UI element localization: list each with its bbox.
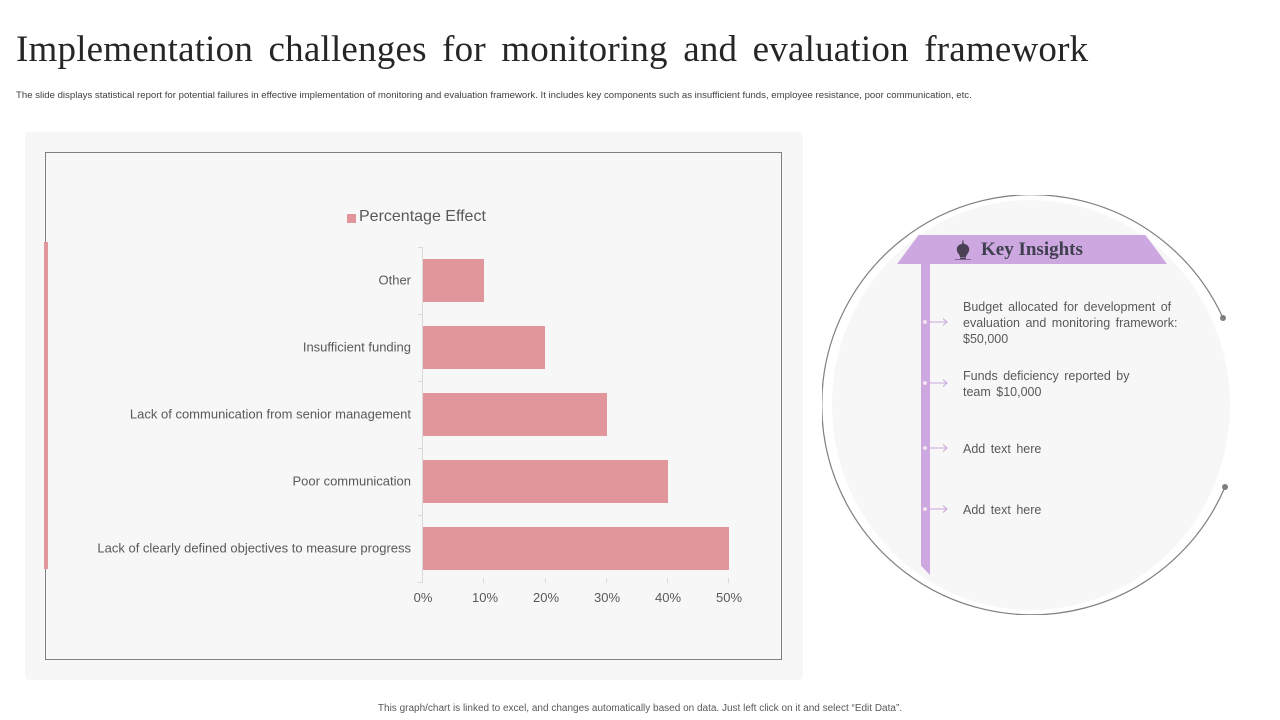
y-axis <box>422 247 423 583</box>
insights-title: Key Insights <box>981 239 1083 260</box>
insight-item: Add text here <box>922 503 1041 517</box>
insights-circle <box>832 200 1230 610</box>
insight-text: Add text here <box>963 442 1042 456</box>
y-tick <box>418 247 423 248</box>
legend-swatch <box>347 213 356 223</box>
x-tick-label: 50% <box>715 590 743 605</box>
x-tick <box>422 578 423 583</box>
x-tick-label: 20% <box>532 590 560 605</box>
y-tick <box>418 314 423 315</box>
insight-item: Funds deficiency reported by team $10,00… <box>922 369 1130 399</box>
insights-header <box>897 235 1167 264</box>
legend-label: Percentage Effect <box>359 208 486 225</box>
y-tick <box>418 515 423 516</box>
insight-text: Funds deficiency reported by team $10,00… <box>963 369 1130 399</box>
slide-subtitle: The slide displays statistical report fo… <box>16 90 972 101</box>
bar-lack-of-communication-senior-management[interactable] <box>423 393 607 436</box>
lightbulb-brain-icon <box>955 239 971 260</box>
category-label: Poor communication <box>292 473 412 489</box>
arrow-right-icon <box>923 318 948 326</box>
insight-text: Add text here <box>963 503 1042 517</box>
accent-bar <box>44 242 48 569</box>
chart-frame[interactable] <box>45 152 782 660</box>
slide-title: Implementation challenges for monitoring… <box>16 29 1089 70</box>
y-tick <box>418 381 423 382</box>
bar-poor-communication[interactable] <box>423 460 668 503</box>
arrow-right-icon <box>923 505 948 513</box>
x-tick-label: 40% <box>654 590 682 605</box>
insight-item: Add text here <box>922 442 1041 456</box>
x-tick <box>728 578 729 583</box>
category-label: Insufficient funding <box>302 339 411 355</box>
insight-item: Budget allocated for development of eval… <box>922 300 1177 346</box>
insight-text: Budget allocated for development of eval… <box>963 300 1178 346</box>
category-label: Other <box>378 272 411 288</box>
x-tick <box>606 578 607 583</box>
footer-note: This graph/chart is linked to excel, and… <box>377 703 903 714</box>
category-label: Lack of clearly defined objectives to me… <box>97 540 411 556</box>
bar-lack-of-clearly-defined-objectives[interactable] <box>423 527 729 570</box>
x-tick-label: 10% <box>471 590 499 605</box>
arrow-right-icon <box>923 444 948 452</box>
outer-ring-decoration <box>822 195 1228 615</box>
y-tick <box>418 582 423 583</box>
bar-other[interactable] <box>423 259 485 302</box>
bar-insufficient-funding[interactable] <box>423 326 546 369</box>
chart-legend: Percentage Effect <box>347 208 486 226</box>
category-label: Lack of communication from senior manage… <box>129 406 411 422</box>
arrow-right-icon <box>923 379 948 387</box>
x-tick <box>545 578 546 583</box>
x-tick-label: 30% <box>593 590 621 605</box>
y-tick <box>418 448 423 449</box>
x-tick <box>483 578 484 583</box>
x-tick-label: 0% <box>413 590 433 605</box>
insights-timeline <box>921 264 930 575</box>
x-tick <box>667 578 668 583</box>
